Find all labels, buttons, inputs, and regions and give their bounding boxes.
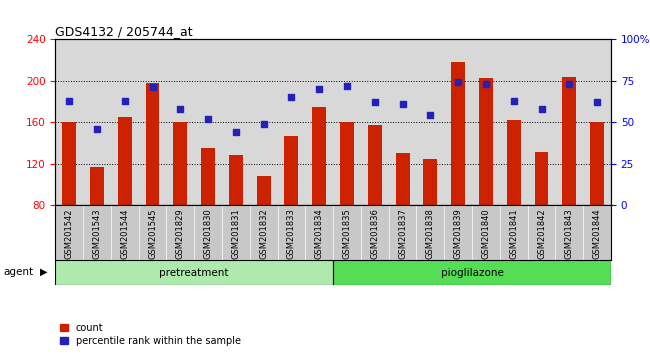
Bar xyxy=(534,152,549,205)
Point xyxy=(286,94,296,100)
Point xyxy=(148,84,158,90)
Text: GSM201838: GSM201838 xyxy=(426,208,435,259)
Text: GSM201836: GSM201836 xyxy=(370,208,380,259)
Point xyxy=(342,83,352,88)
Point xyxy=(64,98,74,103)
Bar xyxy=(146,82,159,205)
Point xyxy=(425,113,436,118)
Bar xyxy=(229,155,243,205)
Text: GSM201830: GSM201830 xyxy=(203,208,213,259)
Point xyxy=(370,99,380,105)
Bar xyxy=(285,136,298,205)
Text: GSM201840: GSM201840 xyxy=(482,208,491,259)
Text: GSM201545: GSM201545 xyxy=(148,208,157,258)
Bar xyxy=(333,260,611,285)
Bar xyxy=(340,122,354,205)
Bar xyxy=(423,159,437,205)
Text: GSM201844: GSM201844 xyxy=(593,208,602,259)
Point xyxy=(231,129,241,135)
Bar xyxy=(62,122,76,205)
Text: GSM201829: GSM201829 xyxy=(176,208,185,259)
Point xyxy=(120,98,130,103)
Point xyxy=(481,81,491,87)
Bar xyxy=(201,148,215,205)
Bar xyxy=(562,78,577,205)
Point xyxy=(203,116,213,122)
Text: GSM201544: GSM201544 xyxy=(120,208,129,258)
Bar xyxy=(451,62,465,205)
Point xyxy=(564,81,575,87)
Bar xyxy=(507,120,521,205)
Bar xyxy=(55,260,333,285)
Text: pioglilazone: pioglilazone xyxy=(441,268,504,278)
Bar xyxy=(174,122,187,205)
Text: GSM201834: GSM201834 xyxy=(315,208,324,259)
Point xyxy=(175,106,185,112)
Text: GSM201542: GSM201542 xyxy=(64,208,73,258)
Bar xyxy=(368,125,382,205)
Legend: count, percentile rank within the sample: count, percentile rank within the sample xyxy=(60,323,240,346)
Text: agent: agent xyxy=(3,267,33,277)
Text: ▶: ▶ xyxy=(40,267,48,277)
Text: GDS4132 / 205744_at: GDS4132 / 205744_at xyxy=(55,25,193,38)
Text: GSM201543: GSM201543 xyxy=(92,208,101,259)
Text: GSM201841: GSM201841 xyxy=(509,208,518,259)
Point xyxy=(92,126,102,132)
Point xyxy=(508,98,519,103)
Text: GSM201833: GSM201833 xyxy=(287,208,296,259)
Text: GSM201832: GSM201832 xyxy=(259,208,268,259)
Text: GSM201843: GSM201843 xyxy=(565,208,574,259)
Point xyxy=(259,121,269,127)
Text: GSM201842: GSM201842 xyxy=(537,208,546,259)
Point xyxy=(453,79,463,85)
Bar xyxy=(396,153,410,205)
Text: pretreatment: pretreatment xyxy=(159,268,229,278)
Point xyxy=(314,86,324,92)
Point xyxy=(592,99,603,105)
Point xyxy=(536,106,547,112)
Bar xyxy=(118,117,132,205)
Text: GSM201835: GSM201835 xyxy=(343,208,352,259)
Text: GSM201839: GSM201839 xyxy=(454,208,463,259)
Text: GSM201831: GSM201831 xyxy=(231,208,240,259)
Bar xyxy=(590,122,604,205)
Bar xyxy=(257,176,270,205)
Bar xyxy=(479,79,493,205)
Point xyxy=(397,101,408,107)
Bar xyxy=(312,107,326,205)
Text: GSM201837: GSM201837 xyxy=(398,208,407,259)
Bar xyxy=(90,167,104,205)
